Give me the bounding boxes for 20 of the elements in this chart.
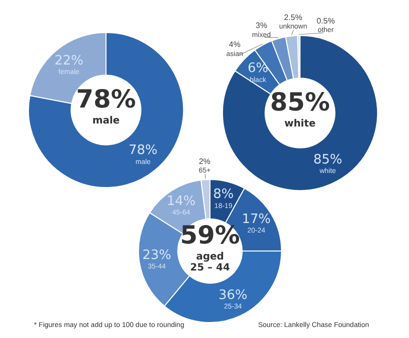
data-label: 85%: [313, 152, 342, 168]
text: male: [92, 116, 120, 127]
data-label: 8%: [213, 187, 234, 202]
data-label: 78%: [128, 143, 158, 158]
text: 59%: [180, 220, 240, 250]
data-label: 23%: [142, 248, 172, 263]
data-label: 36%: [218, 288, 248, 304]
data-label: 3%: [256, 21, 268, 30]
data-label: 2%: [198, 156, 210, 166]
data-label: 4%: [228, 40, 240, 50]
text: 85%: [270, 88, 330, 116]
data-label: 14%: [166, 194, 196, 209]
text: 78%: [76, 84, 136, 114]
text: aged 25 – 44: [190, 252, 230, 274]
text: white: [284, 118, 316, 130]
data-label: 0.5%: [316, 16, 335, 26]
data-label: 22%: [54, 54, 84, 69]
data-label: 17%: [242, 212, 271, 227]
data-label: 6%: [248, 61, 268, 76]
data-label: 2.5%: [284, 12, 302, 22]
